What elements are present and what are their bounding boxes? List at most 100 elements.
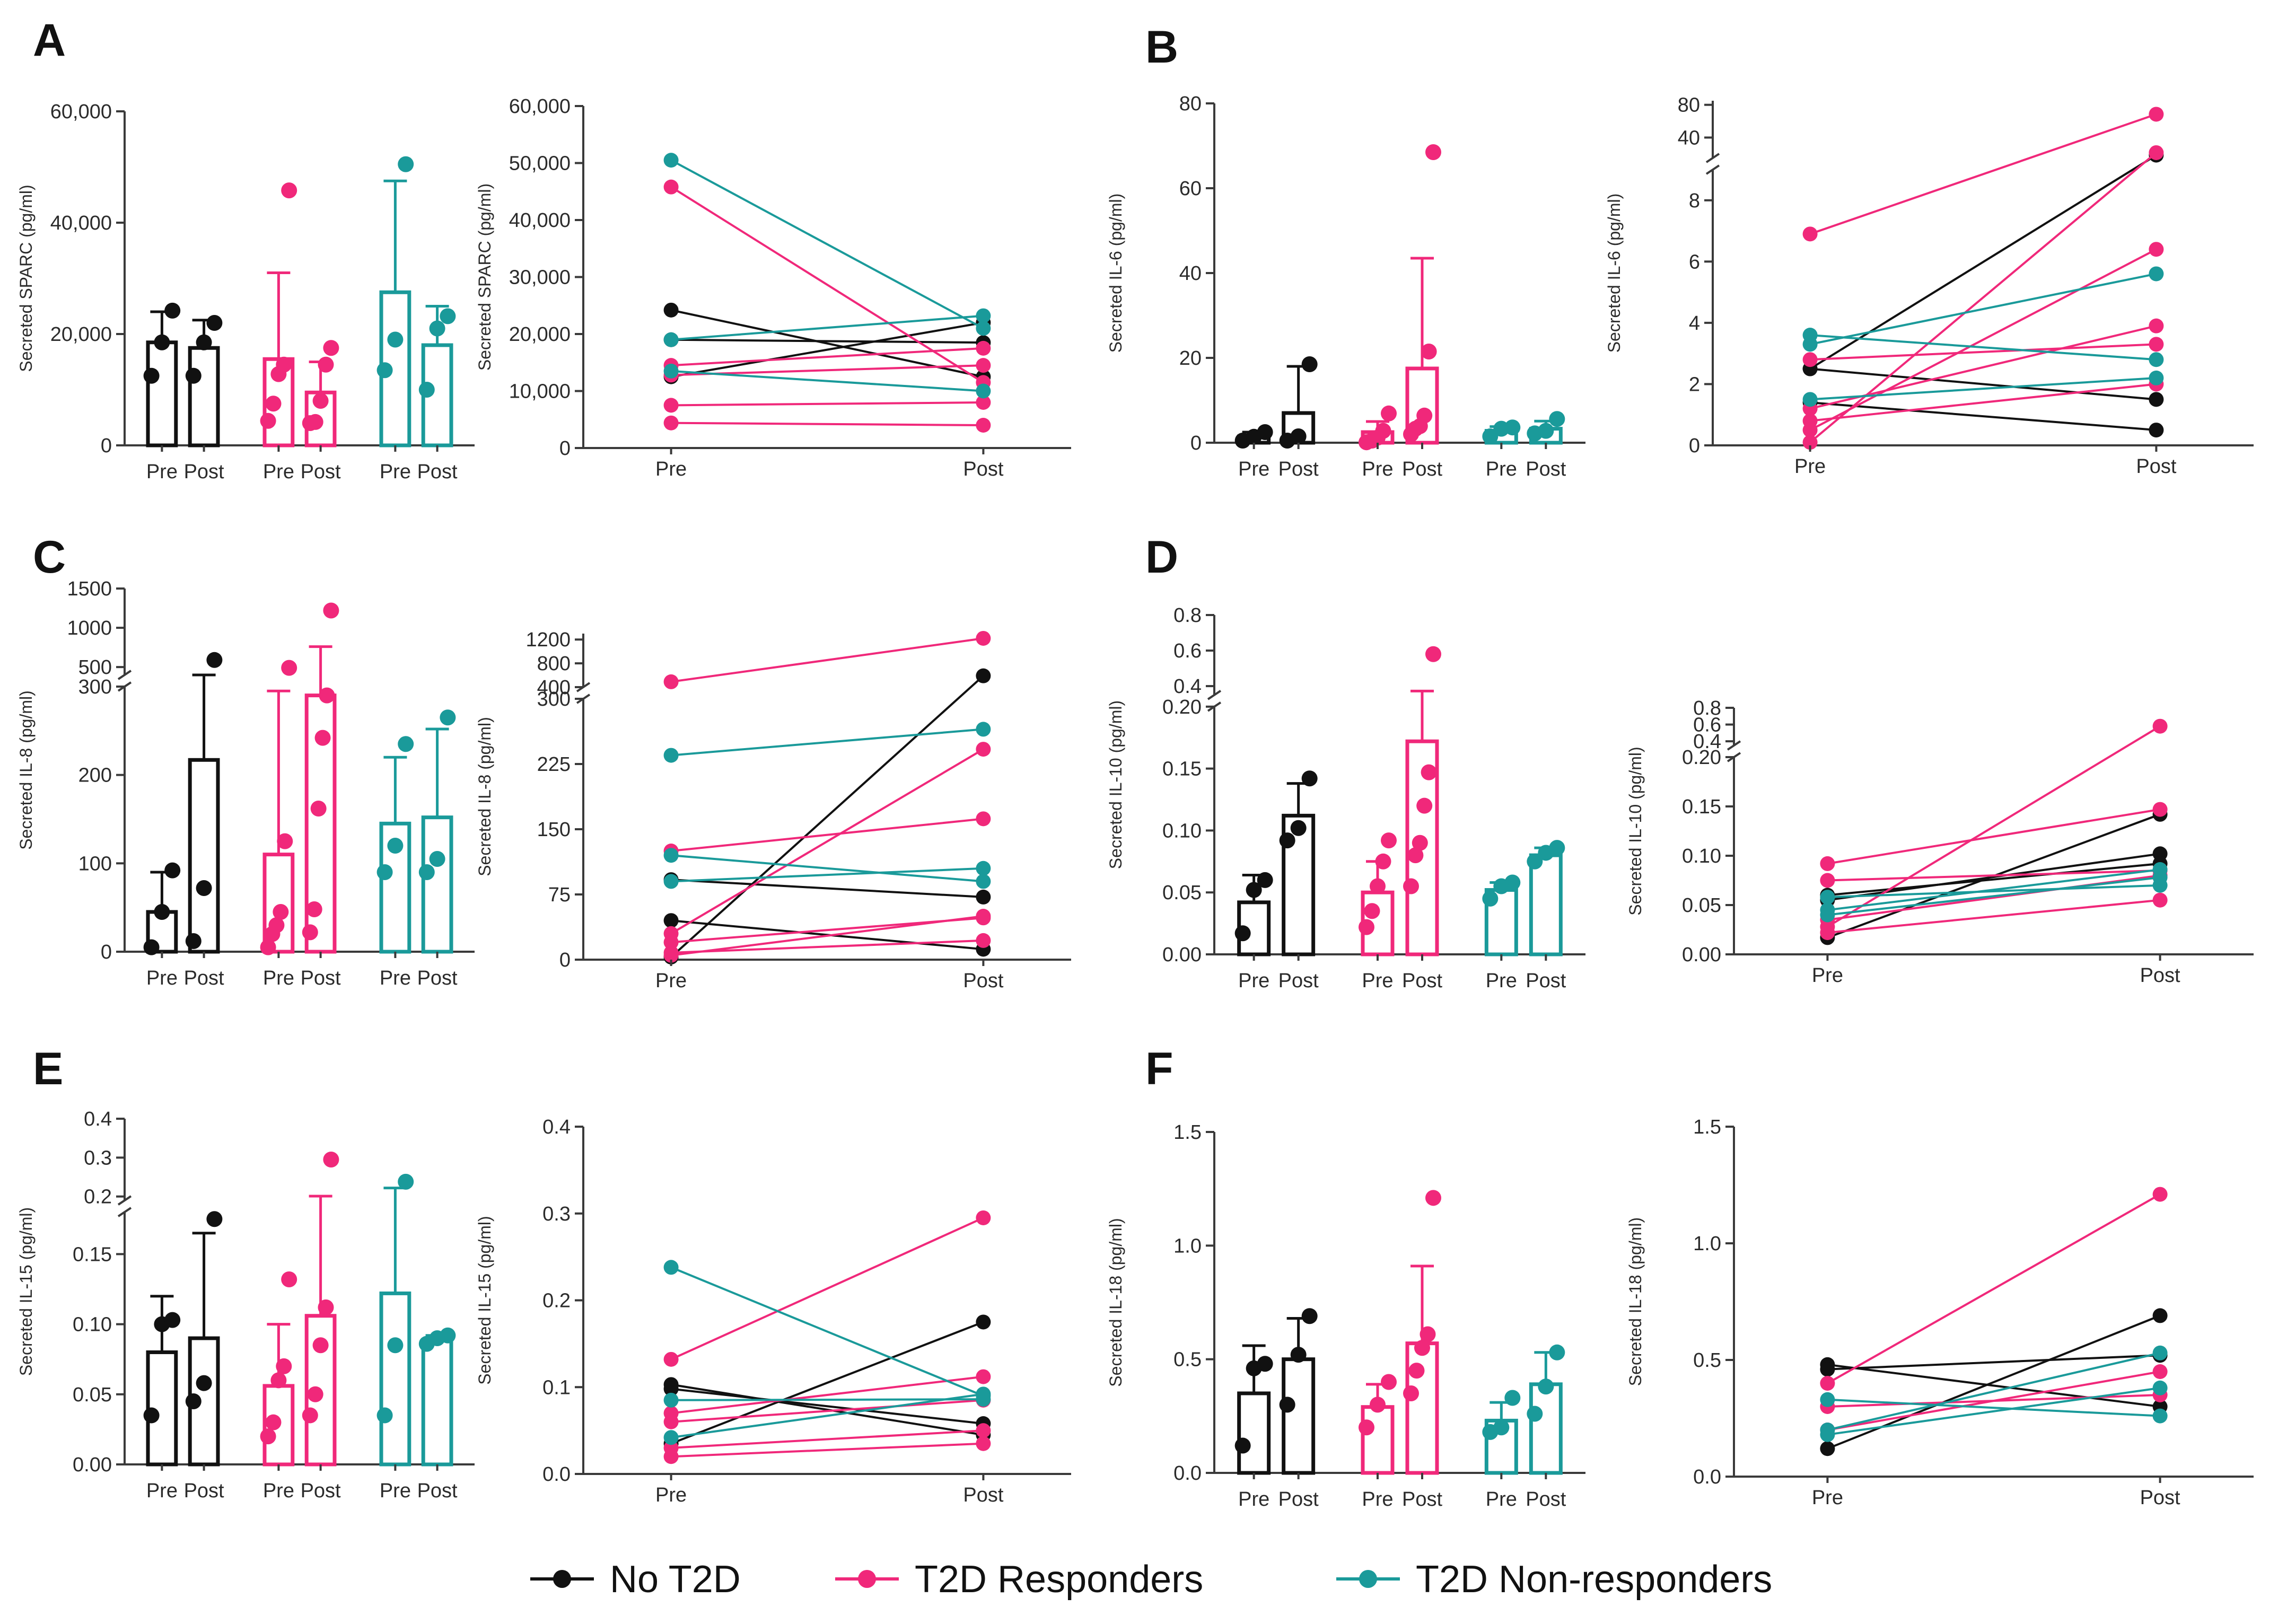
axis-break-mark: [117, 670, 132, 680]
panel-letter-c: C: [33, 532, 66, 583]
data-point-responders-pre: [1381, 405, 1397, 422]
data-point-post-no-t2d: [2149, 392, 2164, 407]
y-tick-label: 0.8: [1173, 604, 1202, 627]
data-point-responders-pre: [265, 396, 282, 412]
data-point-post-responders: [2152, 892, 2168, 908]
data-point-no-t2d-post: [1301, 356, 1318, 372]
series-line-responders: [671, 1375, 984, 1415]
series-line-non-responders: [1827, 1398, 2160, 1417]
series-line-non-responders: [1827, 884, 2160, 899]
series-line-non-responders: [671, 854, 984, 883]
y-tick-label: 0.10: [1162, 820, 1202, 842]
series-line-responders: [1827, 899, 2160, 934]
data-point-post-non-responders: [976, 1386, 991, 1402]
data-point-non-responders-post: [429, 320, 445, 337]
data-point-responders-post: [1408, 1363, 1425, 1379]
x-tick-label: Post: [1402, 1488, 1442, 1511]
data-point-post-non-responders: [976, 861, 991, 876]
line-chart-f: 0.0 0.5 1.0 1.5 Secreted IL-18 (pg/ml) Pre Pos…: [1626, 1116, 2254, 1509]
data-point-pre-non-responders: [1802, 392, 1818, 407]
data-point-post-non-responders: [2149, 352, 2164, 367]
legend-marker-non-responders: [1359, 1570, 1377, 1588]
data-point-responders-post: [1412, 835, 1428, 851]
data-point-pre-responders: [1802, 352, 1818, 367]
legend: No T2D T2D Responders T2D Non-responders: [530, 1558, 1772, 1601]
data-point-responders-pre: [1359, 1419, 1374, 1436]
series-line-no-t2d: [1827, 853, 2160, 901]
series-line-responders: [671, 1442, 984, 1458]
data-point-post-responders: [2152, 802, 2168, 817]
data-point-pre-no-t2d: [1820, 1441, 1835, 1456]
y-tick-label: 0.00: [73, 1454, 112, 1476]
data-point-pre-responders: [1820, 856, 1835, 871]
data-point-pre-responders: [1820, 1376, 1835, 1391]
data-point-post-responders: [2149, 318, 2164, 333]
data-point-responders-pre: [277, 833, 293, 849]
x-tick-label: Pre: [380, 967, 411, 989]
data-point-pre-non-responders: [663, 848, 679, 863]
series-line-no-t2d: [1827, 1354, 2160, 1371]
x-tick-label: Post: [963, 458, 1003, 480]
y-tick-label: 10,000: [509, 381, 571, 403]
legend-label-non-responders: T2D Non-responders: [1416, 1558, 1772, 1601]
data-point-post-responders: [976, 742, 991, 757]
data-point-post-responders: [976, 418, 991, 433]
data-point-post-responders: [2152, 718, 2168, 734]
y-tick-label: 100: [78, 853, 112, 875]
data-point-pre-no-t2d: [1820, 1362, 1835, 1377]
y-tick-label: 1.0: [1693, 1233, 1721, 1255]
x-tick-label: Post: [1526, 1488, 1566, 1511]
y-tick-label: 0.2: [542, 1290, 571, 1312]
y-tick-label: 0.20: [1682, 747, 1721, 769]
series-line-responders: [671, 422, 984, 426]
data-point-pre-non-responders: [663, 332, 679, 347]
data-point-post-non-responders: [2149, 370, 2164, 385]
y-tick-label: 0.00: [1162, 944, 1202, 966]
y-tick-label: 0.4: [542, 1116, 571, 1138]
data-point-non-responders-pre: [398, 156, 414, 172]
data-point-responders-post: [1414, 1340, 1430, 1356]
series-line-no-t2d: [671, 879, 984, 898]
series-line-responders: [1809, 248, 2157, 431]
data-point-no-t2d-pre: [154, 334, 170, 350]
x-tick-label: Post: [301, 461, 341, 483]
y-axis-title: Secreted IL-6 (pg/ml): [1106, 194, 1125, 353]
data-point-responders-post: [307, 414, 323, 430]
x-tick-label: Pre: [1362, 458, 1393, 480]
data-point-no-t2d-pre: [154, 903, 170, 920]
data-point-no-t2d-post: [1279, 1397, 1295, 1413]
data-point-responders-pre: [1370, 1397, 1386, 1413]
series-line-no-t2d: [670, 1321, 984, 1445]
y-tick-label: 0: [559, 437, 571, 460]
legend-label-responders: T2D Responders: [915, 1558, 1203, 1601]
y-tick-label: 225: [537, 753, 571, 776]
data-point-no-t2d-pre: [164, 1312, 181, 1328]
data-point-pre-responders: [663, 947, 679, 963]
y-tick-label: 0.6: [1173, 640, 1202, 662]
x-tick-label: Pre: [655, 970, 687, 992]
y-tick-label: 6: [1689, 251, 1700, 273]
axis-break-mark: [1207, 690, 1222, 700]
data-point-no-t2d-post: [1279, 832, 1295, 849]
y-tick-label: 1200: [525, 629, 571, 651]
x-tick-label: Post: [184, 461, 224, 483]
data-point-non-responders-pre: [376, 1407, 393, 1424]
data-point-pre-responders: [663, 179, 679, 195]
data-point-no-t2d-post: [206, 315, 223, 331]
series-line-responders: [670, 1217, 984, 1360]
data-point-no-t2d-post: [1290, 1347, 1307, 1363]
x-tick-label: Pre: [1238, 1488, 1269, 1511]
x-tick-label: Post: [184, 967, 224, 989]
series-line-no-t2d: [1827, 862, 2160, 897]
panel-letter-e: E: [33, 1043, 63, 1094]
data-point-no-t2d-post: [1301, 770, 1318, 787]
data-point-responders-post: [1420, 1326, 1436, 1342]
x-tick-label: Pre: [1812, 1487, 1843, 1509]
data-point-no-t2d-post: [196, 334, 212, 350]
x-tick-label: Pre: [146, 1480, 178, 1502]
bar-non-responders-post: [1529, 1382, 1563, 1475]
data-point-no-t2d-post: [206, 652, 223, 668]
data-point-pre-no-t2d: [663, 1381, 679, 1397]
data-point-no-t2d-post: [1290, 428, 1307, 444]
